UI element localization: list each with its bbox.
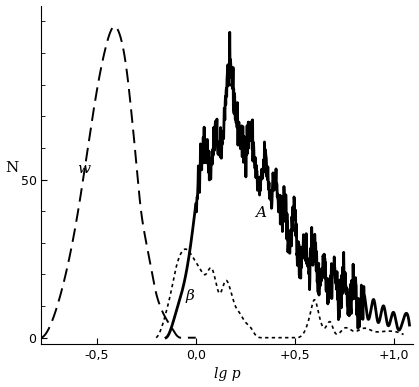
Text: A: A bbox=[255, 207, 266, 221]
Y-axis label: N: N bbox=[5, 161, 19, 175]
Text: β: β bbox=[186, 289, 195, 303]
X-axis label: lg p: lg p bbox=[214, 367, 241, 382]
Text: w: w bbox=[77, 162, 90, 176]
